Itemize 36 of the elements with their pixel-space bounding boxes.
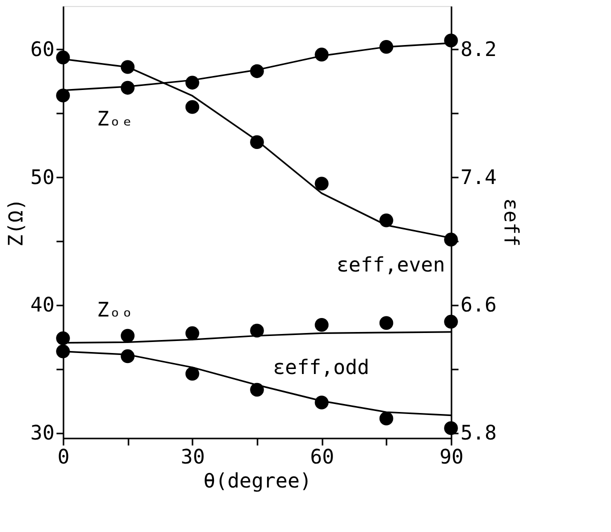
y2-axis-title: εeff [500,198,524,247]
point [185,100,200,114]
x-axis-title: θ(degree) [203,468,312,492]
point [56,331,70,346]
point [120,328,135,343]
y-tick-label: 60 [30,36,54,61]
point [314,176,329,191]
x-tick-label: 30 [180,444,205,468]
series-label: εeff,even [336,252,445,277]
y2-tick-label: 7.4 [460,164,497,189]
x-tick-label: 0 [57,444,70,468]
point [314,318,329,332]
point [444,314,458,329]
series-label: Zₒₑ [97,106,134,130]
point [56,88,70,102]
y-tick-label: 50 [30,164,54,189]
point [444,34,458,48]
point [185,366,200,381]
y2-tick-label: 6.6 [460,292,497,317]
series-label: Zₒₒ [97,297,134,322]
y-axis-title: Z(Ω) [3,198,28,247]
point [185,326,200,340]
point [250,324,264,338]
point [444,421,458,435]
point [444,232,458,246]
y-tick-label: 30 [30,420,54,444]
y2-tick-label: 8.2 [460,36,497,61]
x-tick-label: 60 [310,444,334,468]
y2-tick-label: 5.8 [460,420,497,444]
x-tick-label: 90 [439,444,464,468]
y-tick-label: 40 [30,292,54,317]
point [56,344,70,358]
point [379,412,394,426]
point [379,316,394,330]
series-label: εeff,odd [273,354,370,379]
point [56,50,70,64]
